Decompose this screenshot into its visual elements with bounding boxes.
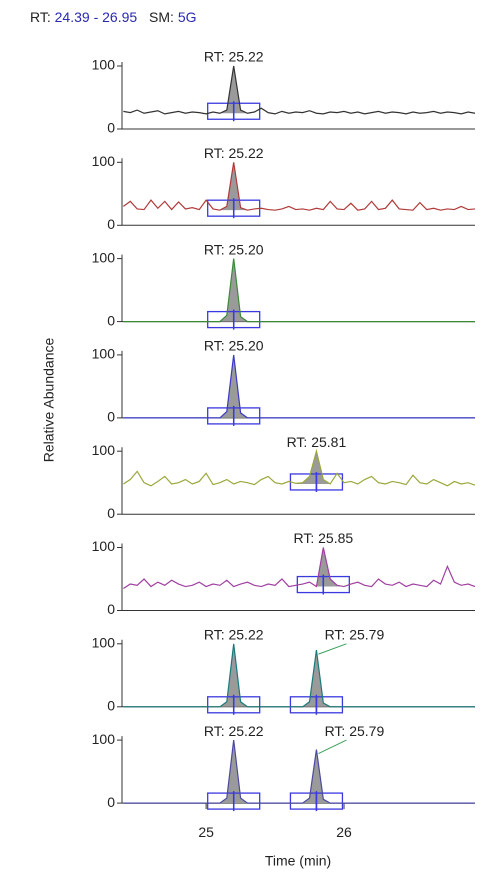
trace: [123, 643, 475, 708]
peak-fill: [302, 650, 331, 707]
rt-range: 24.39 - 26.95: [55, 9, 138, 25]
peak-fill: [219, 740, 248, 804]
y-tick-label: 100: [92, 346, 116, 362]
x-tick-label: 26: [336, 824, 352, 840]
peak-annotation: RT: 25.81: [287, 434, 347, 450]
y-tick-label: 100: [92, 442, 116, 458]
header: RT: 24.39 - 26.95 SM: 5G: [30, 9, 197, 25]
peak-fill: [219, 643, 248, 707]
peak-fill: [219, 162, 248, 211]
y-tick-label: 100: [92, 731, 116, 747]
trace: [123, 547, 476, 589]
rt-label: RT:: [30, 9, 51, 25]
y-tick-label: 0: [107, 601, 115, 617]
peak-annotation: RT: 25.22: [204, 49, 264, 65]
y-tick-label: 0: [107, 312, 115, 328]
y-tick-label: 100: [92, 249, 116, 265]
y-tick-label: 100: [92, 57, 116, 73]
annotation-leader: [318, 643, 347, 655]
trace: [123, 162, 476, 211]
y-tick-label: 0: [107, 698, 115, 714]
peak-annotation: RT: 25.79: [325, 627, 385, 643]
peak-fill: [295, 451, 331, 484]
y-tick-label: 0: [107, 794, 115, 810]
peak-annotation: RT: 25.22: [204, 145, 264, 161]
peak-annotation: RT: 25.20: [204, 241, 264, 257]
peak-fill: [219, 354, 248, 418]
peak-fill: [219, 258, 248, 322]
annotation-leader: [318, 739, 347, 755]
sm-value: 5G: [178, 9, 197, 25]
x-tick-label: 25: [198, 824, 214, 840]
y-tick-label: 0: [107, 120, 115, 136]
y-tick-label: 100: [92, 635, 116, 651]
y-tick-label: 0: [107, 409, 115, 425]
peak-annotation: RT: 25.22: [204, 723, 264, 739]
trace: [123, 740, 475, 804]
trace: [123, 65, 476, 115]
peak-fill: [219, 66, 248, 114]
trace: [123, 258, 475, 323]
peak-annotation: RT: 25.22: [204, 627, 264, 643]
peak-annotation: RT: 25.20: [204, 338, 264, 354]
y-tick-label: 100: [92, 538, 116, 554]
y-axis-label: Relative Abundance: [41, 338, 57, 463]
sm-label: SM:: [149, 9, 174, 25]
y-tick-label: 0: [107, 505, 115, 521]
peak-fill: [302, 749, 331, 804]
peak-annotation: RT: 25.85: [293, 530, 353, 546]
trace: [123, 354, 475, 419]
x-axis-label: Time (min): [265, 853, 331, 869]
peak-annotation: RT: 25.79: [325, 723, 385, 739]
y-tick-label: 100: [92, 153, 116, 169]
y-tick-label: 0: [107, 216, 115, 232]
trace: [123, 448, 476, 487]
